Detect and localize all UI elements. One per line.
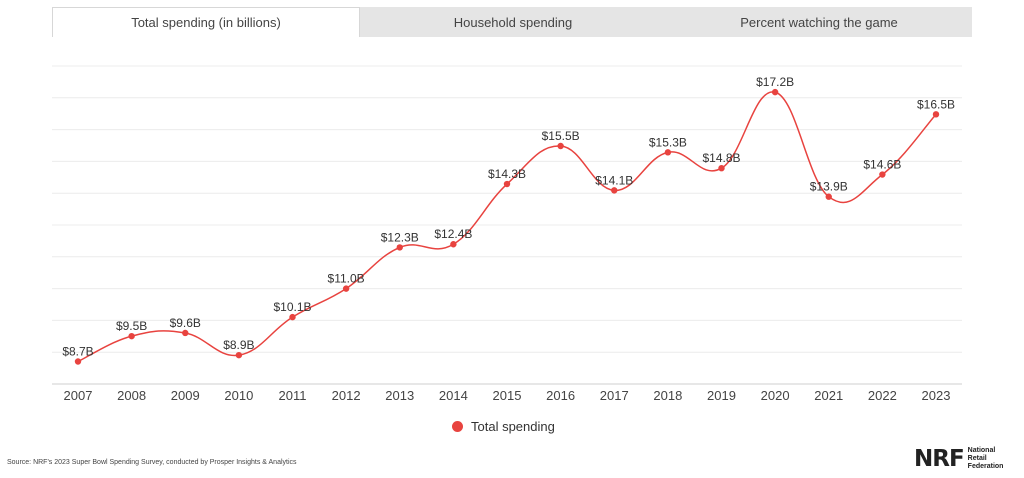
data-point-2009[interactable] — [182, 329, 189, 337]
data-point-2007[interactable] — [74, 358, 82, 365]
data-point-2017[interactable] — [611, 187, 618, 194]
data-labels: $8.7B $9.5B $9.6B $8.9B $10.1B $11.0B $12.3B $1… — [62, 75, 955, 358]
data-point-2023[interactable] — [932, 111, 940, 118]
data-points — [74, 88, 940, 365]
x-tick-label-2020: 2020 — [761, 388, 790, 403]
series-line-total-spending — [77, 91, 937, 363]
data-label-2007: $8.7B — [62, 345, 93, 359]
data-point-2016[interactable] — [557, 142, 564, 150]
source-note: Source: NRF's 2023 Super Bowl Spending S… — [7, 459, 297, 466]
x-tick-labels: 2007 2008 2009 2010 2011 2012 2013 2014 2015 2016… — [64, 388, 951, 403]
data-label-2021: $13.9B — [810, 180, 848, 194]
x-tick-label-2015: 2015 — [493, 388, 522, 403]
tab-total-spending[interactable]: Total spending (in billions) — [52, 7, 360, 37]
x-tick-label-2010: 2010 — [224, 388, 253, 403]
data-label-2019: $14.8B — [702, 151, 740, 165]
data-label-2018: $15.3B — [649, 135, 687, 149]
data-point-2010[interactable] — [235, 351, 243, 359]
x-tick-label-2016: 2016 — [546, 388, 575, 403]
legend-label: Total spending — [471, 419, 555, 434]
logo-text: National Retail Federation — [968, 447, 1004, 471]
x-tick-label-2012: 2012 — [332, 388, 361, 403]
data-point-2014[interactable] — [450, 241, 457, 248]
data-label-2017: $14.1B — [595, 173, 633, 187]
data-point-2021[interactable] — [825, 193, 832, 200]
data-point-2022[interactable] — [879, 171, 886, 178]
x-tick-label-2023: 2023 — [922, 388, 951, 403]
x-tick-label-2014: 2014 — [439, 388, 468, 403]
data-point-2013[interactable] — [396, 244, 403, 251]
data-label-2022: $14.6B — [863, 158, 901, 172]
data-label-2009: $9.6B — [170, 316, 201, 330]
data-label-2010: $8.9B — [223, 338, 254, 352]
legend-dot-icon — [452, 421, 463, 432]
tab-household-spending[interactable]: Household spending — [453, 14, 573, 30]
data-label-2015: $14.3B — [488, 167, 526, 181]
data-label-2008: $9.5B — [116, 319, 147, 333]
data-point-2011[interactable] — [289, 313, 296, 321]
x-tick-label-2007: 2007 — [64, 388, 93, 403]
data-label-2011: $10.1B — [273, 300, 311, 314]
logo-line-2: Retail — [967, 455, 987, 462]
x-tick-label-2018: 2018 — [653, 388, 682, 403]
x-tick-label-2022: 2022 — [868, 388, 897, 403]
data-label-2020: $17.2B — [756, 75, 794, 89]
nrf-logo: NRF National Retail Federation — [914, 447, 1003, 471]
data-point-2019[interactable] — [718, 164, 725, 172]
data-label-2014: $12.4B — [434, 227, 472, 241]
data-point-2008[interactable] — [128, 332, 135, 340]
x-tick-label-2017: 2017 — [600, 388, 629, 403]
tab-bar: Total spending (in billions) Household s… — [52, 7, 972, 37]
data-point-2012[interactable] — [342, 285, 350, 292]
gridlines — [52, 65, 962, 385]
logo-line-1: National — [967, 447, 996, 454]
data-label-2023: $16.5B — [917, 97, 955, 111]
x-tick-label-2011: 2011 — [279, 388, 307, 403]
x-tick-label-2009: 2009 — [171, 388, 200, 403]
x-tick-label-2019: 2019 — [707, 388, 736, 403]
data-label-2013: $12.3B — [381, 230, 419, 244]
x-tick-label-2013: 2013 — [385, 388, 414, 403]
legend[interactable]: Total spending — [452, 419, 555, 434]
logo-mark: NRF — [914, 445, 965, 472]
data-point-2015[interactable] — [503, 180, 511, 188]
data-label-2016: $15.5B — [542, 129, 580, 143]
data-label-2012: $11.0B — [328, 272, 365, 286]
logo-line-3: Federation — [967, 463, 1004, 470]
x-tick-label-2021: 2021 — [814, 388, 843, 403]
data-point-2020[interactable] — [771, 88, 779, 96]
tab-percent-watching[interactable]: Percent watching the game — [740, 14, 898, 30]
data-point-2018[interactable] — [664, 149, 672, 156]
x-tick-label-2008: 2008 — [117, 388, 146, 403]
